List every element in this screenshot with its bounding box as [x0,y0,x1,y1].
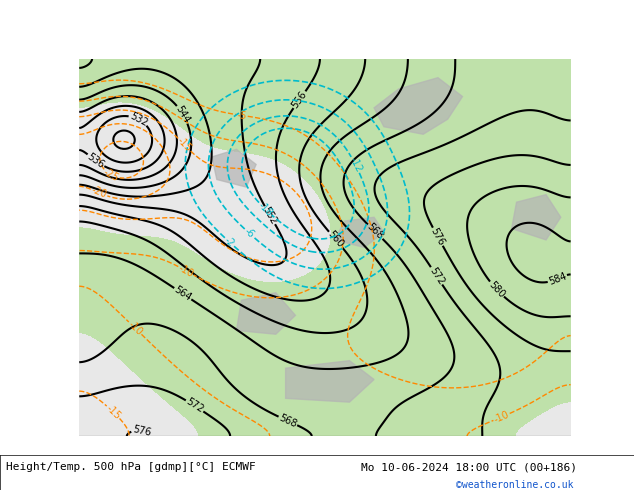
Polygon shape [285,361,374,402]
Text: -5: -5 [236,110,247,121]
Text: 576: 576 [131,424,152,438]
Text: Height/Temp. 500 hPa [gdmp][°C] ECMWF: Height/Temp. 500 hPa [gdmp][°C] ECMWF [6,462,256,472]
Text: Mo 10-06-2024 18:00 UTC (00+186): Mo 10-06-2024 18:00 UTC (00+186) [361,462,578,472]
Text: 560: 560 [326,229,346,250]
Polygon shape [374,77,463,134]
Text: -18: -18 [256,200,275,218]
Text: 536: 536 [85,151,106,170]
Text: -10: -10 [177,263,195,279]
Text: -15: -15 [175,136,193,154]
Text: -20: -20 [90,185,108,200]
Text: ©weatheronline.co.uk: ©weatheronline.co.uk [456,480,574,490]
Text: -10: -10 [493,409,511,425]
Polygon shape [212,149,256,187]
Polygon shape [335,217,384,247]
Text: -2: -2 [222,235,236,249]
Text: 572: 572 [184,396,205,415]
Text: 568: 568 [365,221,385,242]
Text: -6: -6 [242,226,256,240]
Text: 576: 576 [429,226,446,247]
Text: 556: 556 [290,89,309,110]
Text: -10: -10 [126,319,145,337]
Text: 544: 544 [174,104,192,125]
Text: -25: -25 [102,167,120,183]
Text: 564: 564 [172,285,193,303]
Text: -15: -15 [104,403,122,421]
Text: 552: 552 [261,205,279,226]
Text: 584: 584 [547,271,568,287]
Polygon shape [512,195,561,240]
Text: 580: 580 [487,279,507,299]
Text: 572: 572 [427,265,446,287]
Polygon shape [236,293,295,334]
Text: -12: -12 [347,155,363,174]
Text: 568: 568 [277,413,299,429]
Text: 532: 532 [128,111,149,128]
